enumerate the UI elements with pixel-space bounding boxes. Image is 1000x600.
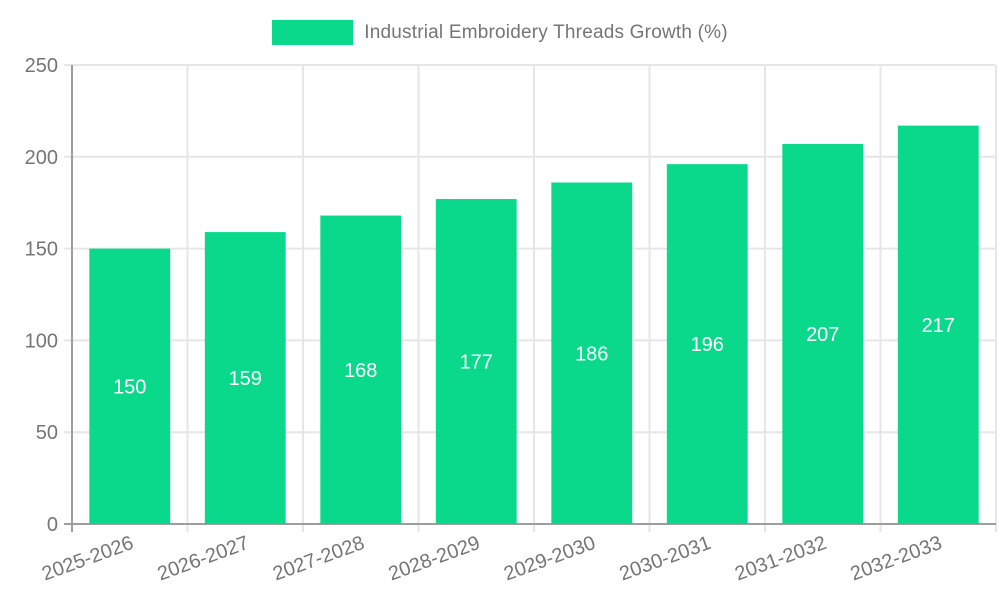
- bar-value-label: 196: [691, 334, 724, 356]
- x-tick-label: 2026-2027: [155, 532, 252, 585]
- y-tick-label: 0: [47, 514, 58, 536]
- legend-label: Industrial Embroidery Threads Growth (%): [364, 21, 728, 43]
- x-tick-label: 2027-2028: [270, 532, 367, 585]
- bar-value-label: 207: [806, 324, 839, 346]
- legend-swatch: [272, 20, 354, 45]
- x-tick-label: 2031-2032: [732, 532, 829, 585]
- y-tick-label: 250: [25, 55, 58, 77]
- x-tick-label: 2029-2030: [501, 532, 598, 585]
- bar-value-label: 217: [922, 315, 955, 337]
- bar-value-label: 168: [344, 360, 377, 382]
- bar-value-label: 186: [575, 343, 608, 365]
- bar-2030-2031[interactable]: [666, 164, 748, 525]
- bar-2031-2032[interactable]: [782, 143, 864, 524]
- bar-2027-2028[interactable]: [320, 215, 402, 524]
- bar-2026-2027[interactable]: [204, 232, 286, 525]
- bar-value-label: 150: [113, 376, 146, 398]
- y-tick-label: 200: [25, 147, 58, 169]
- y-tick-label: 100: [25, 330, 58, 352]
- x-tick-label: 2030-2031: [617, 532, 714, 585]
- x-tick-label: 2032-2033: [848, 532, 945, 585]
- bar-2025-2026[interactable]: [89, 248, 171, 524]
- x-tick-label: 2028-2029: [386, 532, 483, 585]
- bar-value-label: 177: [460, 352, 493, 374]
- bar-2028-2029[interactable]: [435, 199, 517, 524]
- y-tick-label: 150: [25, 239, 58, 261]
- x-tick-label: 2025-2026: [39, 532, 136, 585]
- bar-value-label: 159: [229, 368, 262, 390]
- chart-legend[interactable]: Industrial Embroidery Threads Growth (%): [0, 20, 1000, 45]
- y-tick-label: 50: [36, 422, 58, 444]
- bar-2029-2030[interactable]: [551, 182, 633, 524]
- bar-2032-2033[interactable]: [897, 125, 979, 524]
